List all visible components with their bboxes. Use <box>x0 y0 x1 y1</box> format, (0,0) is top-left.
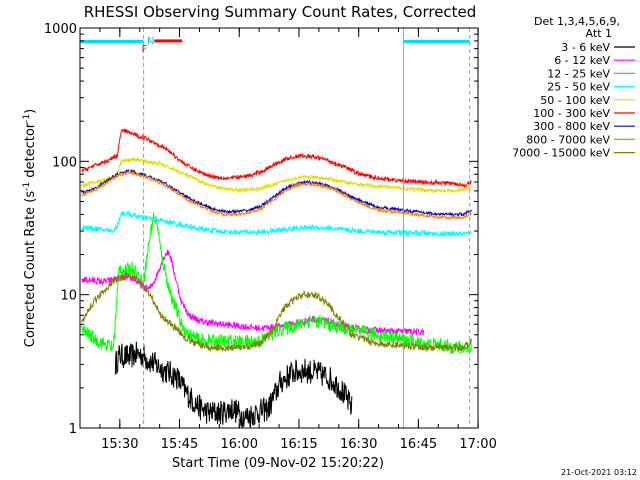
series-line-7 <box>81 169 472 221</box>
axes-layer: 1 10 100 1000 15:30 15:45 16:00 16:15 16:30 16:45… <box>44 22 497 452</box>
legend-label-4: 50 - 100 keV <box>540 94 610 107</box>
timestamp: 21-Oct-2021 03:12 <box>561 468 637 477</box>
y-label-detector: detector <box>23 122 38 182</box>
series-line-0 <box>114 341 353 428</box>
series-line-4 <box>81 156 472 194</box>
x-tick-label-2: 16:00 <box>221 437 258 452</box>
x-tick-label-0: 15:30 <box>101 437 138 452</box>
series-layer <box>81 128 472 428</box>
legend-label-6: 300 - 800 keV <box>533 120 610 133</box>
legend-label-3: 25 - 50 keV <box>547 81 610 94</box>
y-axis-label: Corrected Count Rate (s-1 detector-1) <box>22 109 38 347</box>
chart-title: RHESSI Observing Summary Count Rates, Co… <box>84 3 477 21</box>
legend-label-7: 800 - 7000 keV <box>526 133 610 146</box>
y-tick-label-2: 100 <box>52 155 77 170</box>
series-line-5 <box>81 128 472 189</box>
legend-label-5: 100 - 300 keV <box>533 107 610 120</box>
x-tick-label-1: 15:45 <box>161 437 198 452</box>
marker-layer: NF <box>79 28 471 428</box>
series-line-3 <box>81 210 472 238</box>
legend-label-1: 6 - 12 keV <box>554 54 610 67</box>
series-line-8 <box>81 270 472 353</box>
series-line-1 <box>81 249 424 337</box>
flare-bar <box>154 39 183 43</box>
saa-bar-1 <box>403 40 470 43</box>
x-tick-label-6: 17:00 <box>459 437 496 452</box>
legend-label-2: 12 - 25 keV <box>547 67 610 80</box>
y-label-close: ) <box>23 109 38 114</box>
legend-header-0: Det 1,3,4,5,6,9, <box>534 15 620 28</box>
y-tick-label-3: 1000 <box>44 22 77 37</box>
annotation-f: F <box>141 44 147 55</box>
y-tick-label-1: 10 <box>60 289 77 304</box>
annotation-n: N <box>147 36 154 47</box>
x-tick-label-5: 16:45 <box>400 437 437 452</box>
series-line-2 <box>81 212 472 355</box>
legend-header-1: Att 1 <box>586 27 612 40</box>
y-label-exp-1: -1 <box>22 182 32 191</box>
x-tick-label-4: 16:30 <box>340 437 377 452</box>
legend-label-8: 7000 - 15000 keV <box>512 147 610 160</box>
saa-bar-0 <box>80 40 144 43</box>
y-tick-label-0: 1 <box>69 422 77 437</box>
x-axis-label: Start Time (09-Nov-02 15:20:22) <box>172 456 384 471</box>
y-label-main: Corrected Count Rate (s <box>23 191 38 348</box>
x-tick-label-3: 16:15 <box>280 437 317 452</box>
y-label-exp-2: -1 <box>22 114 32 123</box>
legend-label-0: 3 - 6 keV <box>561 41 610 54</box>
